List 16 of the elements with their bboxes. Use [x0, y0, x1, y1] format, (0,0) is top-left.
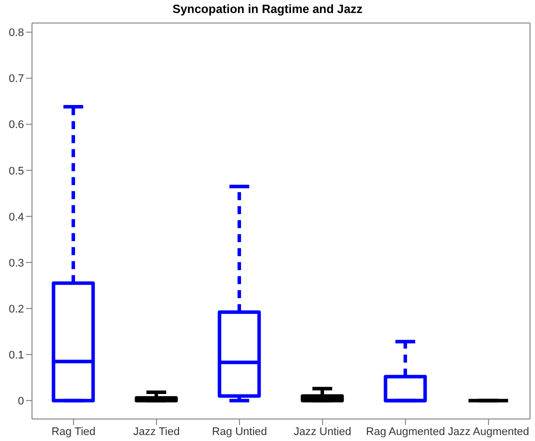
x-tick-label: Rag Tied [51, 426, 96, 438]
y-tick-label: 0.8 [8, 27, 24, 40]
y-tick-label: 0.4 [8, 211, 24, 224]
x-tick-label: Jazz Untied [294, 426, 352, 438]
y-tick-label: 0.7 [8, 73, 24, 86]
y-tick-label: 0.6 [8, 119, 24, 132]
y-tick-label: 0.1 [8, 349, 24, 362]
x-tick-label: Jazz Tied [133, 426, 180, 438]
y-tick-label: 0.3 [8, 257, 24, 270]
y-tick-label: 0 [18, 395, 24, 408]
y-tick-label: 0.5 [8, 165, 24, 178]
x-tick-label: Rag Untied [212, 426, 268, 438]
x-tick-label: Rag Augmented [366, 426, 445, 438]
x-tick-label: Jazz Augmented [448, 426, 530, 438]
y-tick-label: 0.2 [8, 303, 24, 316]
chart-title: Syncopation in Ragtime and Jazz [171, 2, 364, 16]
